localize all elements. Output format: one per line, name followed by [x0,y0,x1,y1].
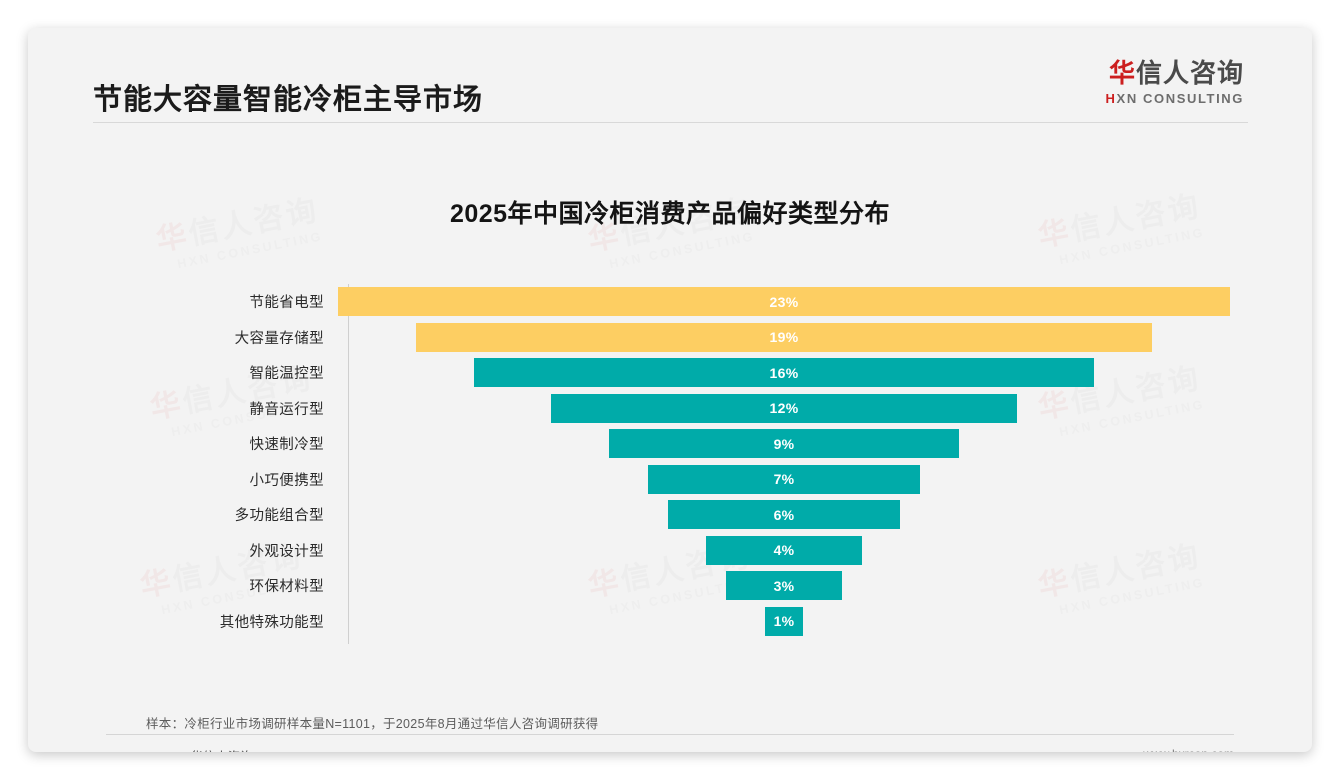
slide-header: 节能大容量智能冷柜主导市场 华信人咨询 HXN CONSULTING [28,28,1312,124]
funnel-row: 静音运行型 12% [120,391,1240,426]
funnel-row: 环保材料型 3% [120,568,1240,603]
funnel-row-label: 智能温控型 [249,366,324,382]
funnel-bar-value: 19% [769,329,799,345]
slide-card: 华信人咨询 HXN CONSULTING 华信人咨询 HXN CONSULTIN… [28,28,1312,752]
funnel-bar[interactable]: 23% [338,287,1230,316]
brand-logo-en-hx: H [1105,90,1117,106]
funnel-row-label: 静音运行型 [249,401,324,418]
funnel-row-label: 小巧便携型 [249,472,324,489]
funnel-row-label: 快速制冷型 [249,437,324,453]
copyright-text: ©2025.10 HXR华信人咨询 [106,746,253,752]
funnel-row-label: 多功能组合型 [234,508,324,524]
brand-logo-cn-rest: 信人咨询 [1135,58,1244,88]
brand-logo-en-rest: XN CONSULTING [1116,90,1244,106]
funnel-bar-track: 9% [338,426,1240,461]
header-divider [93,122,1248,123]
footer-divider [106,734,1234,735]
funnel-bar-track: 19% [338,320,1240,355]
funnel-row: 其他特殊功能型 1% [120,604,1240,639]
funnel-bar-track: 7% [338,462,1240,497]
funnel-bar-track: 3% [338,568,1240,603]
sample-note: 样本：冷柜行业市场调研样本量N=1101，于2025年8月通过华信人咨询调研获得 [146,717,599,731]
funnel-bar-track: 16% [338,355,1240,390]
funnel-row-label: 其他特殊功能型 [219,614,324,631]
funnel-bar-value: 9% [773,435,795,452]
funnel-row: 外观设计型 4% [120,533,1240,568]
funnel-bar-value: 3% [773,577,795,594]
funnel-bar[interactable]: 19% [415,322,1153,352]
funnel-bar-value: 1% [773,613,795,629]
funnel-row: 多功能组合型 6% [120,497,1240,532]
funnel-row: 大容量存储型 19% [120,320,1240,355]
funnel-bar[interactable]: 16% [473,358,1095,387]
funnel-bar-value: 16% [769,364,799,381]
funnel-bar-value: 4% [773,542,795,558]
funnel-row-label: 大容量存储型 [234,330,324,347]
funnel-row-label: 外观设计型 [249,543,324,560]
funnel-bar-value: 23% [769,293,799,310]
funnel-bar-track: 23% [338,284,1240,319]
funnel-bar[interactable]: 1% [764,606,804,636]
funnel-chart: 节能省电型 23% 大容量存储型 19% 智能温控型 16% 静音运行型 12% 快速制冷型 9%… [120,260,1240,660]
funnel-row-label: 环保材料型 [249,579,324,595]
funnel-bar-value: 7% [773,471,795,487]
funnel-bar-value: 12% [769,400,799,416]
funnel-bar[interactable]: 9% [609,429,959,458]
funnel-bar-track: 4% [338,533,1240,568]
chart-axis-line [348,284,349,644]
chart-title: 2025年中国冷柜消费产品偏好类型分布 [449,200,891,228]
funnel-bar-track: 12% [338,391,1240,426]
funnel-row-label: 节能省电型 [249,295,324,311]
brand-logo-cn: 华信人咨询 [1106,59,1244,88]
funnel-bar-track: 1% [338,604,1240,639]
page-title: 节能大容量智能冷柜主导市场 [93,84,484,116]
funnel-bar[interactable]: 3% [725,571,843,600]
funnel-bar[interactable]: 7% [648,464,920,494]
funnel-bar-value: 6% [773,506,795,523]
funnel-row: 节能省电型 23% [120,284,1240,319]
funnel-bar[interactable]: 6% [667,500,901,529]
brand-logo: 华信人咨询 HXN CONSULTING [1106,59,1244,106]
funnel-bar[interactable]: 12% [551,393,1017,423]
website-text: www.hxrcon.com [1143,747,1234,752]
funnel-row: 智能温控型 16% [120,355,1240,390]
funnel-bar[interactable]: 4% [706,535,862,565]
funnel-row: 快速制冷型 9% [120,426,1240,461]
brand-logo-cn-red: 华 [1108,58,1136,88]
brand-logo-en: HXN CONSULTING [1106,91,1244,106]
funnel-bar-track: 6% [338,497,1240,532]
funnel-row: 小巧便携型 7% [120,462,1240,497]
